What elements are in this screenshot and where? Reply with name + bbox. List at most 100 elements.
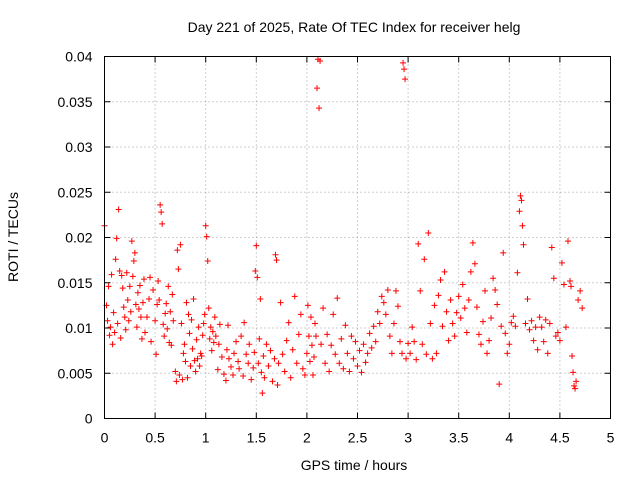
data-point xyxy=(274,382,281,389)
data-point xyxy=(252,267,259,274)
data-point xyxy=(245,360,252,367)
y-axis-label: ROTI / TECUs xyxy=(5,192,21,282)
data-point xyxy=(283,337,290,344)
data-point xyxy=(261,374,268,381)
data-point xyxy=(113,235,120,242)
data-point xyxy=(144,314,151,321)
x-tick-label: 2.5 xyxy=(348,430,368,446)
data-point xyxy=(350,355,357,362)
data-point xyxy=(190,296,197,303)
data-point xyxy=(394,303,401,310)
data-point xyxy=(236,365,243,372)
data-point xyxy=(231,350,238,357)
data-point xyxy=(465,296,472,303)
y-tick-label: 0.015 xyxy=(57,275,92,291)
data-point xyxy=(461,305,468,312)
data-point xyxy=(193,336,200,343)
data-point xyxy=(195,324,202,331)
data-point xyxy=(356,347,363,354)
data-point xyxy=(115,206,122,213)
data-point xyxy=(157,201,164,208)
data-point xyxy=(258,369,265,376)
data-point xyxy=(405,340,412,347)
data-point xyxy=(467,268,474,275)
data-point xyxy=(336,360,343,367)
data-point xyxy=(170,317,177,324)
data-point xyxy=(316,105,323,112)
data-point xyxy=(134,289,141,296)
data-point xyxy=(534,346,541,353)
data-point xyxy=(550,275,557,282)
data-point xyxy=(380,299,387,306)
data-point xyxy=(269,378,276,385)
data-point xyxy=(544,350,551,357)
data-point xyxy=(479,318,486,325)
data-point xyxy=(310,353,317,360)
data-point xyxy=(348,333,355,340)
data-point xyxy=(449,320,456,327)
data-point xyxy=(567,277,574,284)
x-axis-ticks: 0 0.5 1 1.5 2 2.5 3 3.5 4 4.5 5 xyxy=(101,56,615,446)
data-point xyxy=(263,341,270,348)
data-point xyxy=(186,330,193,337)
data-point xyxy=(441,268,448,275)
data-point xyxy=(140,276,147,283)
data-point xyxy=(435,292,442,299)
data-point xyxy=(267,347,274,354)
data-point xyxy=(552,333,559,340)
data-point xyxy=(156,296,163,303)
data-point xyxy=(409,324,416,331)
data-point xyxy=(235,358,242,365)
data-point xyxy=(131,249,138,256)
data-point xyxy=(457,315,464,322)
data-point xyxy=(421,256,428,263)
data-point xyxy=(366,330,373,337)
data-point xyxy=(358,369,365,376)
data-point xyxy=(198,353,205,360)
data-point xyxy=(500,249,507,256)
data-point xyxy=(105,283,112,290)
data-point xyxy=(203,233,210,240)
data-point xyxy=(255,360,262,367)
data-point xyxy=(233,338,240,345)
data-point xyxy=(117,334,124,341)
data-point xyxy=(514,269,521,276)
data-point xyxy=(169,291,176,298)
data-point xyxy=(138,335,145,342)
data-point xyxy=(173,378,180,385)
data-point xyxy=(161,333,168,340)
data-point xyxy=(202,222,209,229)
data-point xyxy=(354,363,361,370)
data-point xyxy=(390,320,397,327)
data-point xyxy=(313,333,320,340)
data-point xyxy=(344,350,351,357)
data-point xyxy=(526,326,533,333)
data-point xyxy=(163,300,170,307)
y-tick-label: 0.035 xyxy=(57,94,92,110)
data-point xyxy=(192,368,199,375)
data-point xyxy=(546,320,553,327)
data-point xyxy=(564,238,571,245)
data-point xyxy=(271,355,278,362)
data-point xyxy=(572,385,579,392)
data-point xyxy=(360,341,367,348)
data-point xyxy=(210,339,217,346)
data-point xyxy=(248,376,255,383)
data-point xyxy=(152,317,159,324)
data-point xyxy=(451,333,458,340)
data-point xyxy=(153,351,160,358)
data-point xyxy=(522,320,529,327)
data-point xyxy=(334,295,341,302)
data-point xyxy=(311,320,318,327)
data-point xyxy=(569,353,576,360)
data-point xyxy=(180,350,187,357)
data-point xyxy=(437,277,444,284)
data-point xyxy=(447,296,454,303)
y-tick-label: 0.025 xyxy=(57,184,92,200)
data-point xyxy=(199,332,206,339)
x-tick-label: 0 xyxy=(101,430,109,446)
data-point xyxy=(120,304,127,311)
x-tick-label: 0.5 xyxy=(145,430,165,446)
data-point xyxy=(137,314,144,321)
data-point xyxy=(504,350,511,357)
